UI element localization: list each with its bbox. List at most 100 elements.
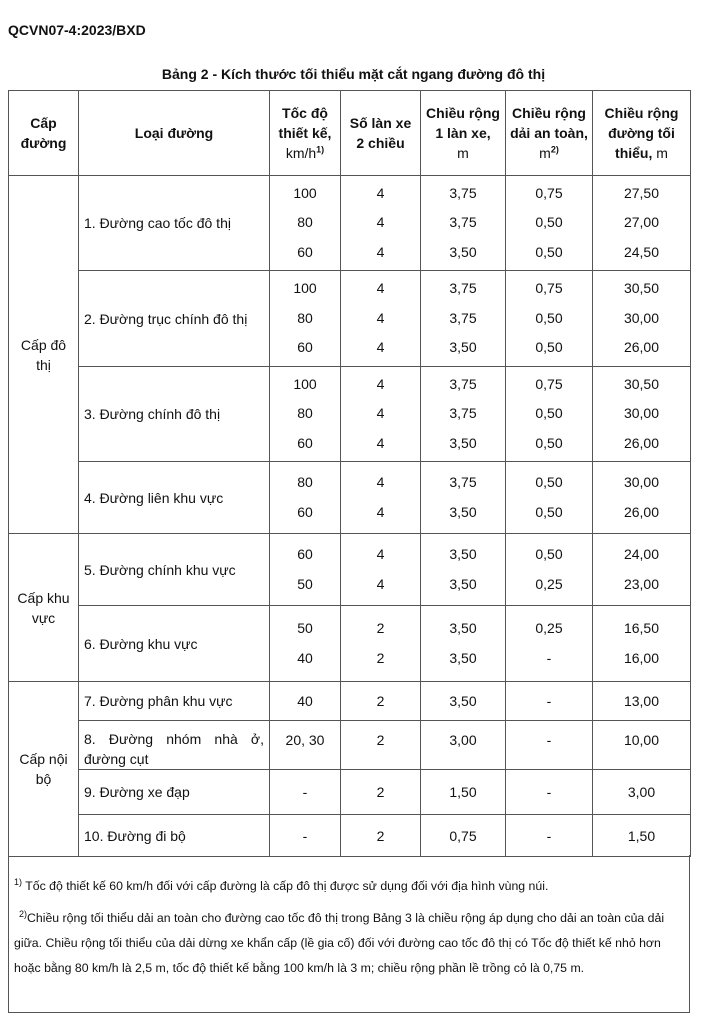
header-safety-label: Chiều rộng dải an toàn, (510, 105, 588, 141)
min-width-value: 16,50 (623, 620, 660, 636)
lane-width-value: 3,50 (449, 575, 477, 592)
min-width-value: 30,00 (623, 474, 660, 490)
lane-width-cell: 3,50 (420, 681, 506, 721)
lane-width-cell: 1,50 (420, 769, 506, 815)
lane-width-value: 3,50 (449, 503, 477, 520)
safety-cell: 0,25 - (505, 605, 593, 682)
lane-width-cell: 3,50 3,50 (420, 605, 506, 682)
speed-cell: 50 40 (269, 605, 341, 682)
lanes-value: 4 (376, 434, 385, 451)
road-name-cell: 8. Đường nhóm nhà ở, đường cụt (78, 720, 270, 770)
road-level-cell: Cấp nội bộ (8, 681, 79, 857)
lanes-value: 2 (376, 827, 385, 844)
table-row: 2. Đường trục chính đô thị 100 80 60 4 4 4 3,75… (9, 270, 691, 367)
lane-width-value: 0,75 (449, 827, 477, 844)
safety-cell: - (505, 681, 593, 721)
lane-width-value: 3,50 (449, 243, 477, 260)
lanes-value: 4 (376, 309, 385, 326)
min-width-value: 30,50 (623, 375, 660, 392)
speed-value: 80 (297, 474, 313, 490)
safety-value: 0,50 (535, 309, 563, 326)
speed-value: 80 (297, 214, 313, 231)
speed-cell: 80 60 (269, 461, 341, 534)
safety-value: - (546, 649, 552, 666)
safety-cell: 0,50 0,25 (505, 533, 593, 606)
safety-cell: 0,75 0,50 0,50 (505, 366, 593, 462)
lanes-cell: 2 (340, 814, 421, 857)
speed-value: 60 (297, 546, 313, 562)
safety-cell: - (505, 720, 593, 770)
lanes-value: 4 (376, 375, 385, 392)
footnote-ref: 1) (316, 144, 325, 155)
safety-cell: - (505, 814, 593, 857)
min-width-value: 16,00 (623, 649, 660, 666)
lanes-value: 2 (376, 784, 385, 800)
min-width-cell: 16,50 16,00 (592, 605, 691, 682)
road-name-cell: 7. Đường phân khu vực (78, 681, 270, 721)
min-width-value: 24,50 (623, 243, 660, 260)
min-width-value: 13,00 (623, 693, 660, 709)
table-row: 3. Đường chính đô thị 100 80 60 4 4 4 3,75 3,75 3… (9, 366, 691, 462)
safety-value: 0,50 (535, 503, 563, 520)
lanes-value: 2 (376, 620, 385, 636)
min-width-value: 1,50 (627, 827, 656, 844)
min-width-cell: 13,00 (592, 681, 691, 721)
lane-width-value: 3,75 (449, 280, 477, 297)
speed-value: 20, 30 (285, 732, 325, 748)
header-speed-label: Tốc độ thiết kế, (278, 105, 332, 141)
min-width-value: 3,00 (627, 784, 656, 800)
table-row: Cấp khu vực 5. Đường chính khu vực 60 50 4 4 3… (8, 533, 691, 682)
lanes-value: 4 (376, 575, 385, 592)
header-speed-unit: km/h (285, 145, 317, 161)
footnote-marker: 1) (14, 876, 23, 887)
safety-cell: 0,75 0,50 0,50 (505, 270, 593, 367)
lanes-value: 2 (376, 732, 385, 748)
min-width-value: 30,00 (623, 405, 660, 422)
speed-cell: - (269, 814, 341, 857)
safety-value: 0,75 (535, 375, 563, 392)
speed-value: 60 (297, 339, 313, 356)
min-width-cell: 24,00 23,00 (592, 533, 691, 606)
lanes-value: 4 (376, 214, 385, 231)
lanes-cell: 2 (340, 769, 421, 815)
min-width-value: 27,00 (623, 214, 660, 231)
header-level: Cấp đường (8, 90, 79, 176)
road-name-cell: 6. Đường khu vực (78, 605, 270, 682)
speed-cell: 100 80 60 (269, 366, 341, 462)
road-dimensions-table: Cấp đường Loại đường Tốc độ thiết kế, km/… (8, 90, 691, 857)
safety-cell: 0,75 0,50 0,50 (505, 175, 593, 271)
speed-value: 60 (297, 503, 313, 520)
header-lane-width: Chiều rộng 1 làn xe, m (420, 90, 506, 176)
lane-width-value: 3,75 (449, 214, 477, 231)
speed-value: 40 (297, 693, 313, 709)
header-min-width-label: Chiều rộng đường tối thiểu, (604, 105, 679, 161)
speed-value: 80 (297, 405, 313, 422)
speed-value: 100 (293, 184, 317, 201)
min-width-cell: 1,50 (592, 814, 691, 857)
safety-value: 0,75 (535, 184, 563, 201)
lanes-cell: 4 4 4 (340, 366, 421, 462)
lane-width-value: 3,75 (449, 309, 477, 326)
speed-value: - (302, 784, 308, 800)
lane-width-value: 3,50 (449, 546, 477, 562)
table-row: Cấp đô thị 1. Đường cao tốc đô thị 100 80 60… (8, 175, 691, 534)
footnotes: 1) Tốc độ thiết kế 60 km/h đối với cấp đ… (8, 855, 690, 1013)
lanes-cell: 2 (340, 681, 421, 721)
lanes-value: 4 (376, 339, 385, 356)
lane-width-cell: 0,75 (420, 814, 506, 857)
speed-value: 60 (297, 243, 313, 260)
footnote-text: Tốc độ thiết kế 60 km/h đối với cấp đườn… (25, 879, 549, 893)
lanes-value: 2 (376, 649, 385, 666)
lane-width-cell: 3,75 3,75 3,50 (420, 366, 506, 462)
safety-value: 0,50 (535, 434, 563, 451)
lanes-value: 4 (376, 405, 385, 422)
lanes-value: 4 (376, 546, 385, 562)
safety-cell: 0,50 0,50 (505, 461, 593, 534)
lane-width-value: 3,75 (449, 184, 477, 201)
road-name-cell: 4. Đường liên khu vực (78, 461, 270, 534)
min-width-cell: 30,50 30,00 26,00 (592, 270, 691, 367)
safety-value: 0,75 (535, 280, 563, 297)
safety-cell: - (505, 769, 593, 815)
table-row: 9. Đường xe đạp - 2 1,50 - 3,00 (9, 769, 691, 815)
